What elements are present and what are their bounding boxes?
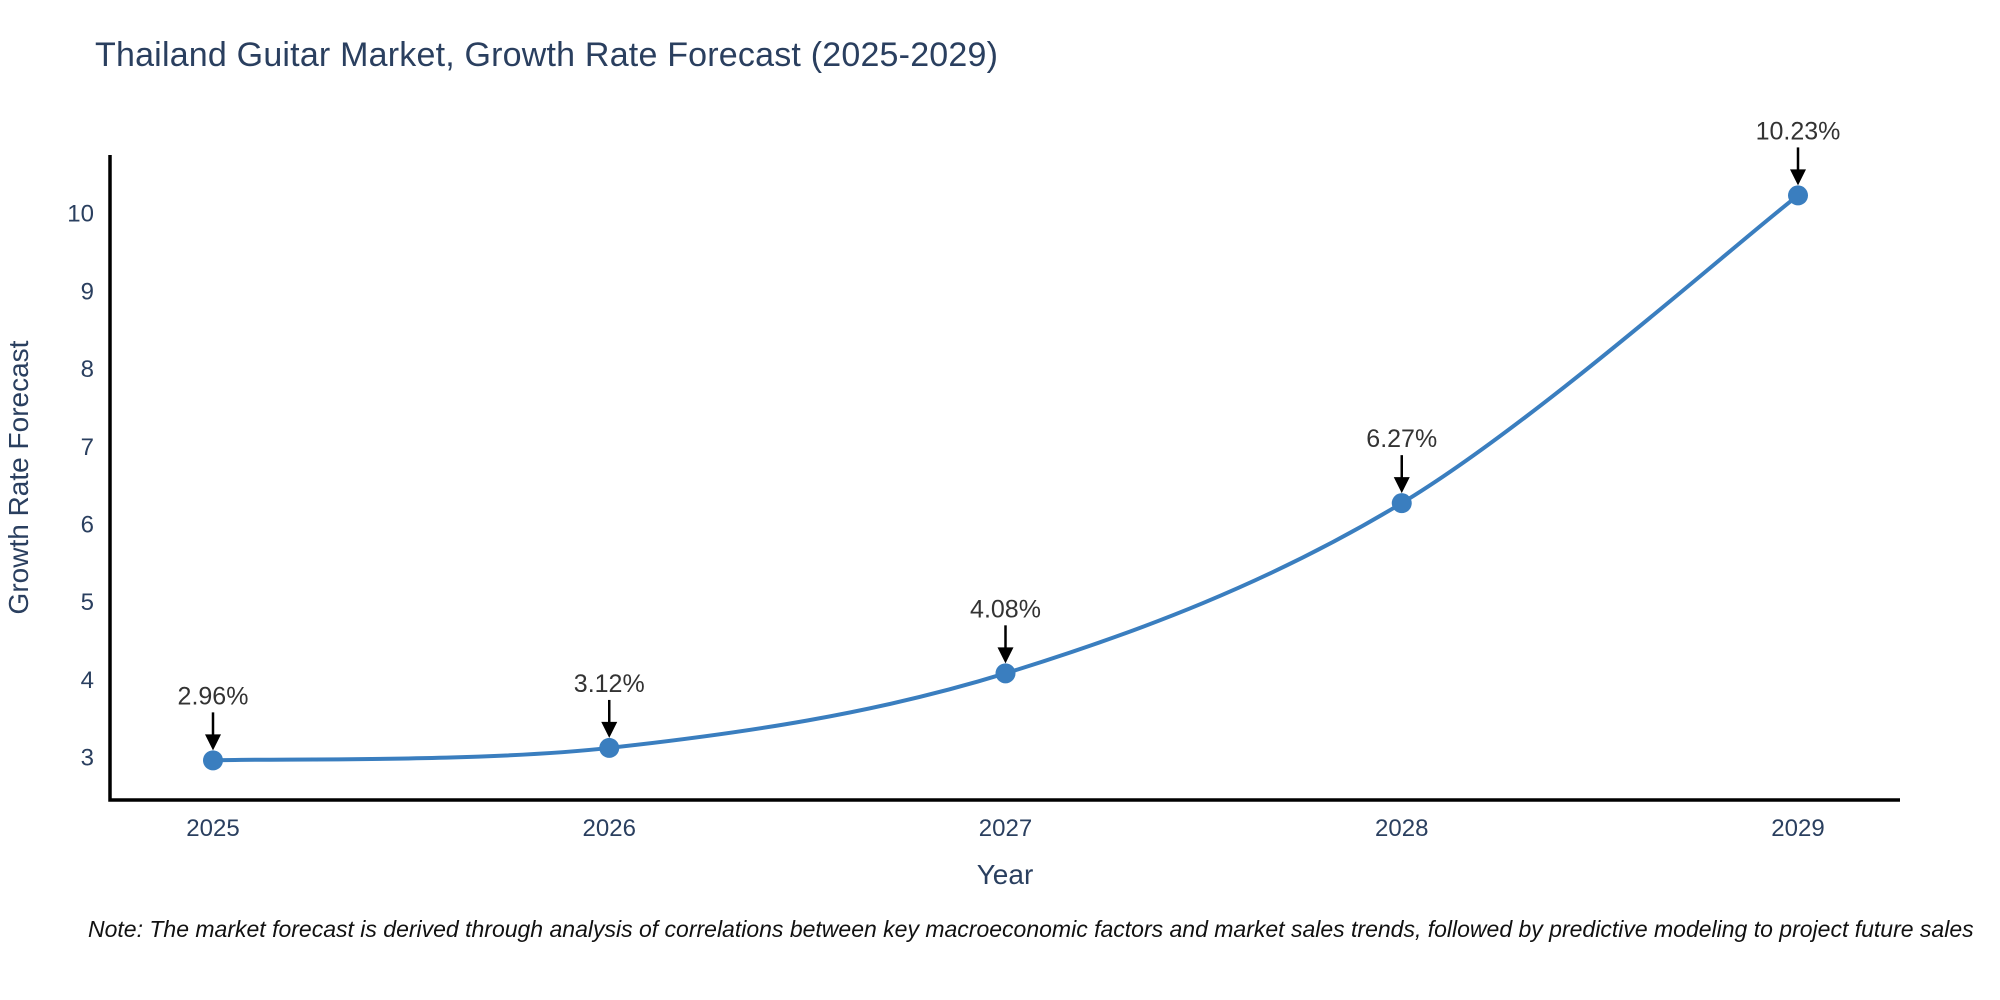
data-point-2029[interactable] [1788,185,1808,206]
annotation-down-arrow-icon [601,721,618,738]
y-tick-label: 7 [81,434,94,461]
point-annotation: 10.23% [1756,117,1841,145]
y-tick-label: 9 [81,278,94,305]
y-tick-label: 10 [67,201,94,228]
x-tick-label: 2025 [186,815,239,842]
chart-title: Thailand Guitar Market, Growth Rate Fore… [95,36,999,74]
data-point-2026[interactable] [599,737,620,758]
annotation-down-arrow-icon [1393,477,1410,494]
y-axis-title: Growth Rate Forecast [3,340,34,614]
data-point-2027[interactable] [995,663,1016,684]
point-annotation: 3.12% [574,670,645,698]
y-tick-label: 8 [81,356,94,383]
point-annotation: 6.27% [1366,425,1437,453]
x-tick-label: 2026 [583,815,636,842]
x-axis-title: Year [977,859,1034,890]
growth-rate-line-chart: 3 4 5 6 7 8 9 10 2025 2026 2027 2028 2029 Growth Rate… [3,117,1900,890]
y-tick-label: 4 [81,667,94,694]
point-annotation: 2.96% [178,682,249,710]
footnote: Note: The market forecast is derived thr… [88,916,1974,942]
x-tick-label: 2029 [1771,815,1824,842]
y-tick-label: 3 [81,745,94,772]
x-tick-label: 2027 [979,815,1032,842]
point-annotation: 4.08% [970,595,1041,623]
data-point-2025[interactable] [203,750,223,771]
axis-lines [108,155,1900,802]
annotation-down-arrow-icon [1790,169,1806,186]
annotation-down-arrow-icon [997,647,1014,664]
forecast-line [211,193,1800,763]
x-tick-label: 2028 [1375,815,1428,842]
y-tick-label: 5 [81,589,94,616]
annotation-down-arrow-icon [205,734,221,751]
data-point-2028[interactable] [1391,493,1412,514]
y-tick-label: 6 [81,512,94,539]
